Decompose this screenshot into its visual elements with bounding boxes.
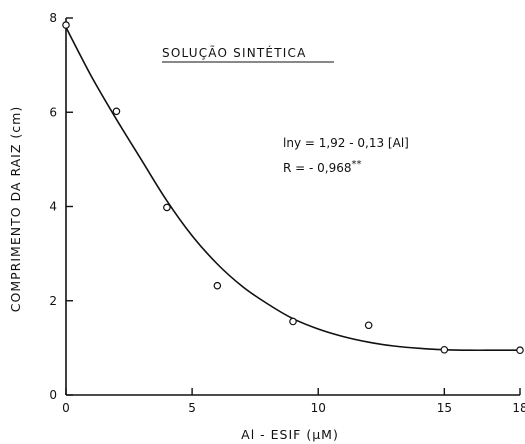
x-axis-title: Al - ESIF (µM) bbox=[241, 427, 339, 442]
y-tick-label: 2 bbox=[49, 294, 57, 308]
y-tick-label: 0 bbox=[49, 388, 57, 402]
x-tick-label: 10 bbox=[311, 401, 326, 415]
y-axis-ticks: 0 2 4 6 8 bbox=[49, 11, 73, 402]
significance-marker: ** bbox=[352, 159, 362, 170]
data-point bbox=[440, 345, 449, 354]
x-tick-label: 5 bbox=[188, 401, 196, 415]
data-point bbox=[213, 281, 222, 290]
correlation-coefficient: R = - 0,968** bbox=[283, 159, 362, 175]
fitted-curve bbox=[65, 27, 520, 352]
regression-equation: lny = 1,92 - 0,13 [Al] bbox=[283, 136, 409, 150]
y-tick-label: 4 bbox=[49, 200, 57, 214]
data-points bbox=[62, 21, 524, 355]
data-point bbox=[516, 346, 524, 355]
x-tick-label: 18 bbox=[512, 401, 525, 415]
y-axis-title: COMPRIMENTO DA RAIZ (cm) bbox=[8, 106, 23, 312]
x-axis-ticks: 0 5 10 15 18 bbox=[62, 388, 525, 415]
chart-title: SOLUÇÃO SINTÉTICA bbox=[162, 45, 306, 60]
data-point bbox=[112, 107, 121, 116]
correlation-value: R = - 0,968 bbox=[283, 161, 352, 175]
y-tick-label: 8 bbox=[49, 11, 57, 25]
data-point bbox=[289, 317, 297, 326]
y-tick-label: 6 bbox=[49, 105, 57, 119]
data-point bbox=[62, 21, 70, 29]
x-tick-label: 15 bbox=[437, 401, 452, 415]
data-point bbox=[364, 321, 373, 330]
x-tick-label: 0 bbox=[62, 401, 70, 415]
data-point bbox=[163, 203, 171, 212]
